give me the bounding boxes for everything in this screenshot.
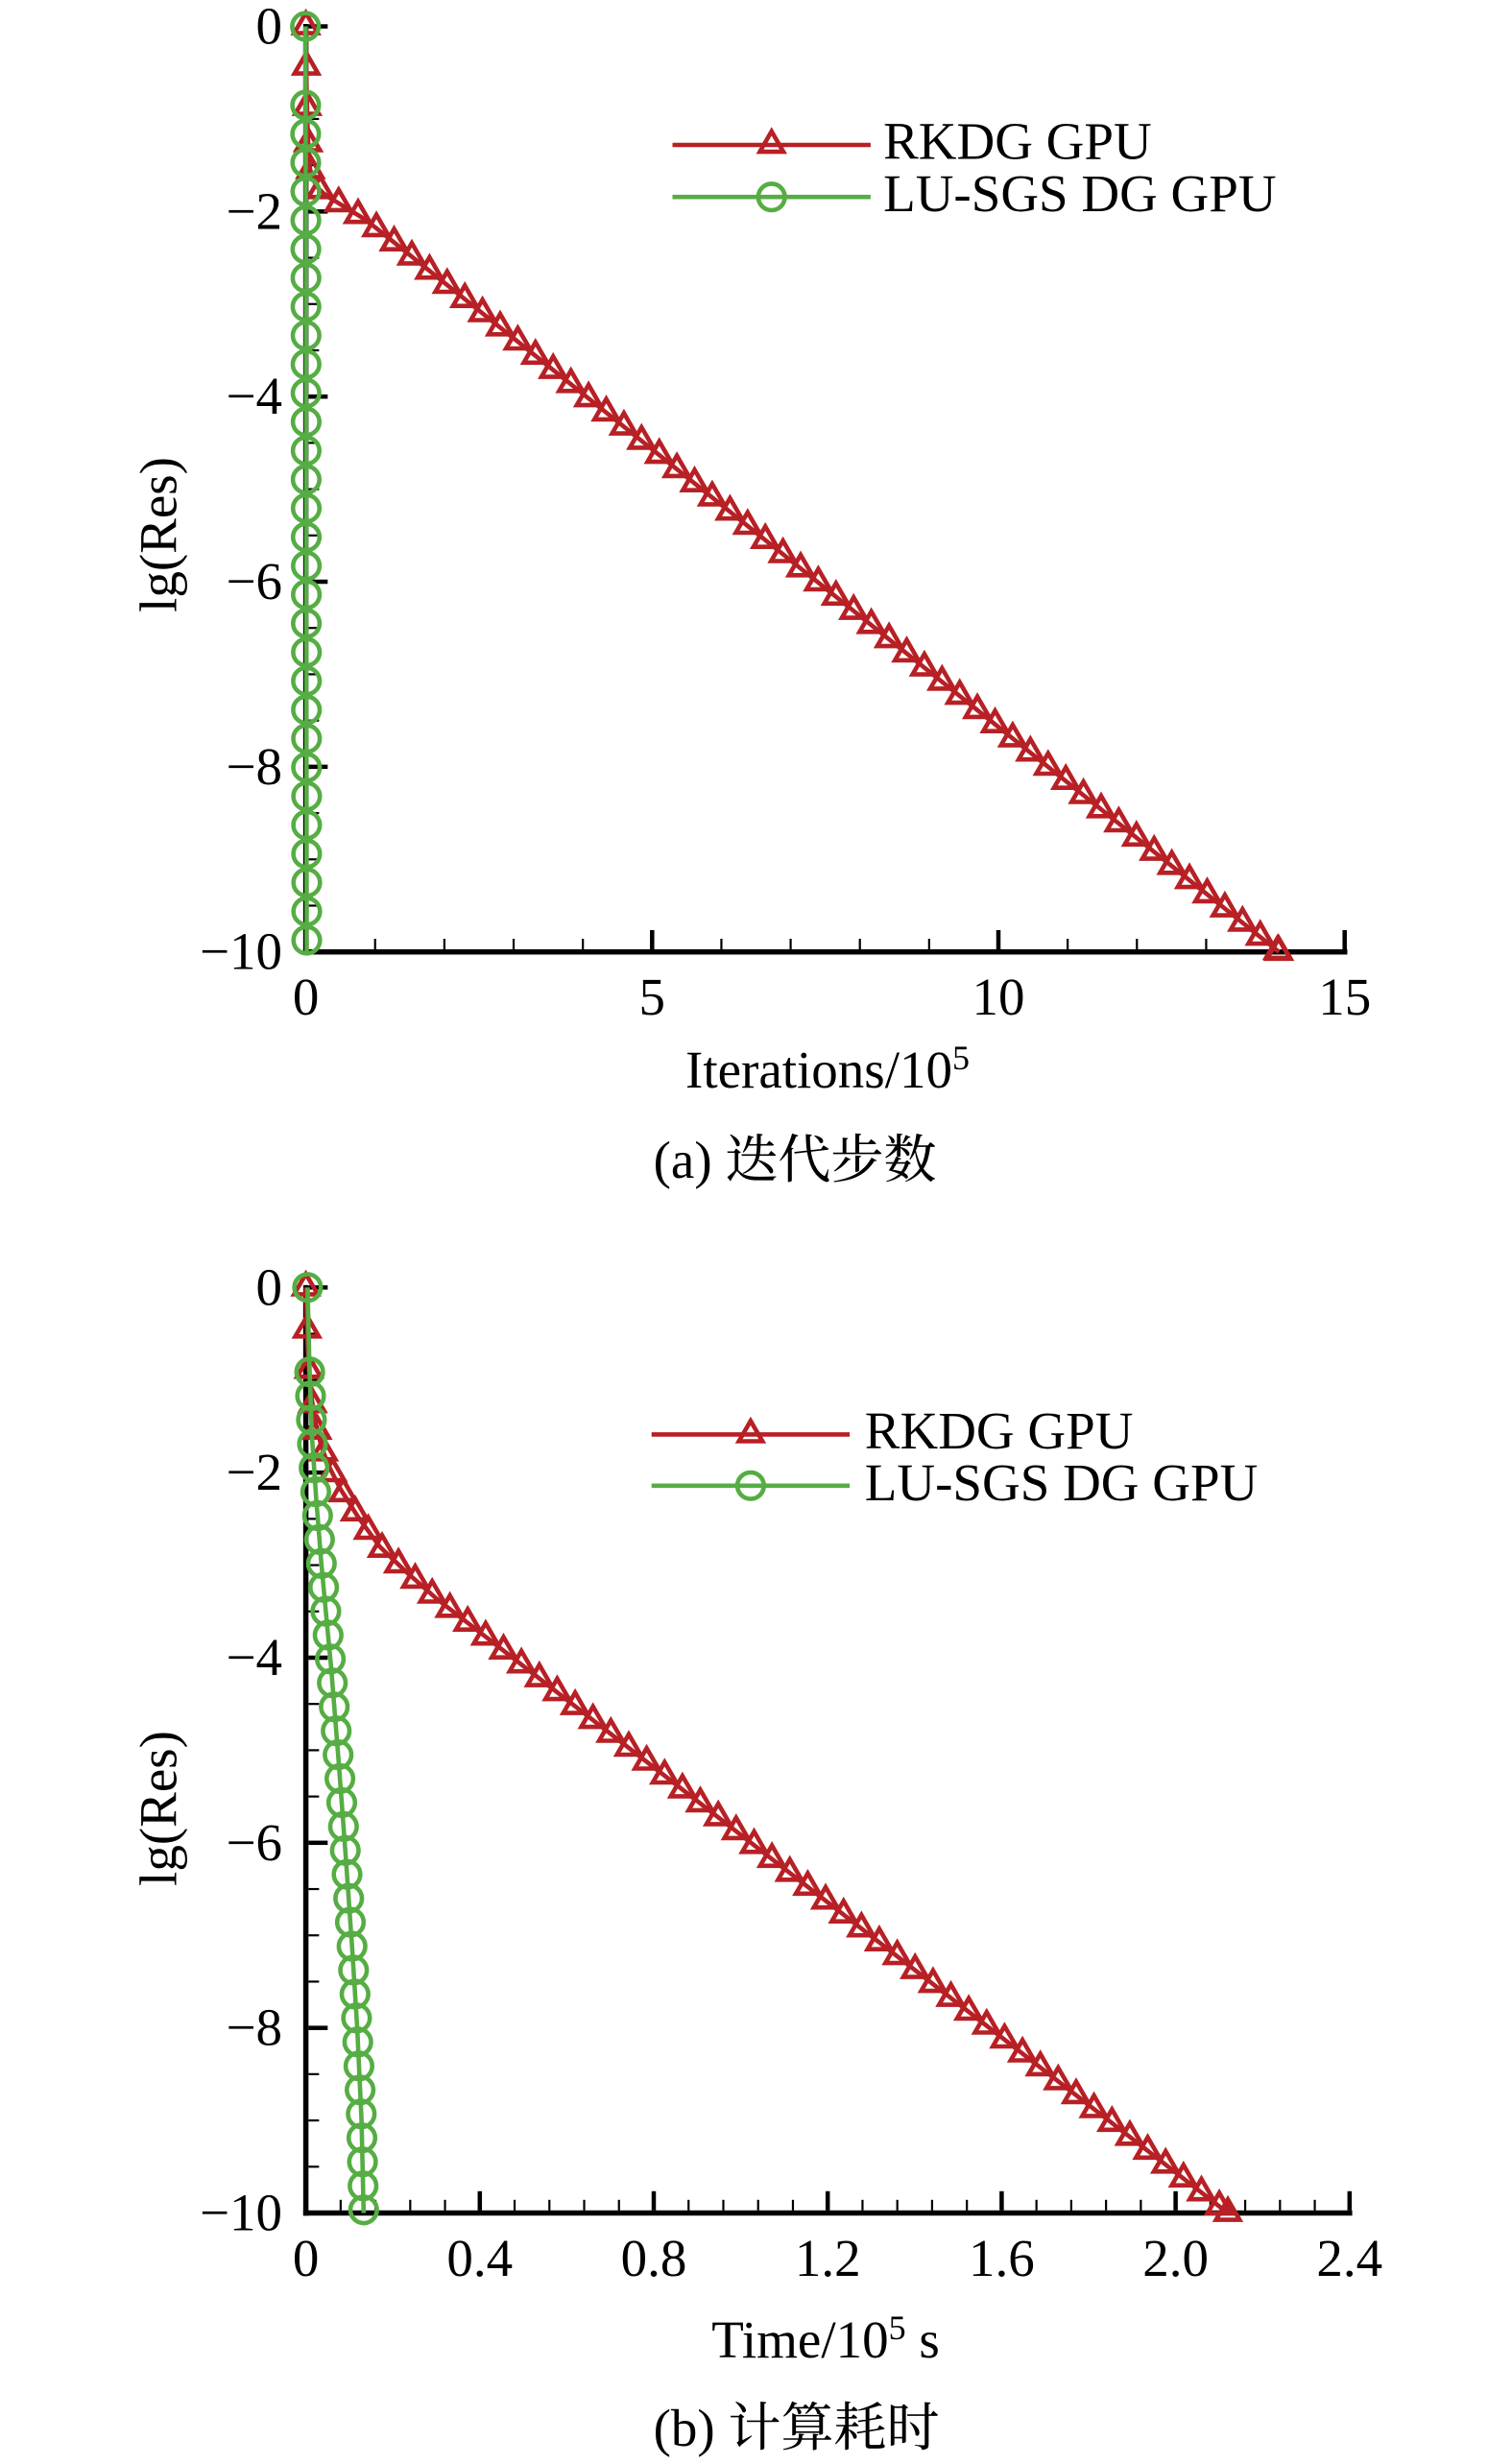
svg-text:RKDG GPU: RKDG GPU (883, 112, 1152, 171)
svg-text:0.4: 0.4 (446, 2229, 513, 2287)
svg-text:RKDG GPU: RKDG GPU (865, 1401, 1134, 1460)
svg-text:−4: −4 (226, 367, 282, 425)
svg-text:−10: −10 (200, 2184, 282, 2242)
svg-text:−8: −8 (226, 1998, 282, 2057)
svg-text:−4: −4 (226, 1628, 282, 1687)
svg-text:−8: −8 (226, 737, 282, 796)
svg-text:0: 0 (256, 1257, 283, 1316)
svg-text:lg(Res): lg(Res) (130, 457, 188, 612)
svg-text:lg(Res): lg(Res) (130, 1731, 188, 1886)
svg-text:2.4: 2.4 (1316, 2229, 1382, 2287)
svg-text:−6: −6 (226, 1813, 282, 1872)
svg-text:LU-SGS DG GPU: LU-SGS DG GPU (883, 164, 1277, 223)
svg-text:(a): (a) (654, 1131, 712, 1189)
svg-text:−2: −2 (226, 1443, 282, 1501)
svg-text:2.0: 2.0 (1142, 2229, 1209, 2287)
svg-text:1.2: 1.2 (795, 2229, 861, 2287)
svg-text:(b): (b) (654, 2399, 715, 2457)
svg-text:LU-SGS DG GPU: LU-SGS DG GPU (865, 1453, 1259, 1512)
svg-text:−6: −6 (226, 552, 282, 610)
svg-text:10: 10 (972, 968, 1025, 1026)
svg-text:−10: −10 (200, 922, 282, 981)
svg-text:0: 0 (256, 0, 283, 56)
svg-text:15: 15 (1318, 968, 1371, 1026)
svg-text:Iterations/105: Iterations/105 (685, 1039, 970, 1099)
svg-text:Time/105 s: Time/105 s (711, 2309, 940, 2369)
svg-text:0.8: 0.8 (621, 2229, 687, 2287)
svg-text:0: 0 (293, 2229, 320, 2287)
svg-text:0: 0 (293, 968, 320, 1026)
svg-text:5: 5 (639, 968, 666, 1026)
svg-text:1.6: 1.6 (969, 2229, 1035, 2287)
svg-text:−2: −2 (226, 181, 282, 240)
